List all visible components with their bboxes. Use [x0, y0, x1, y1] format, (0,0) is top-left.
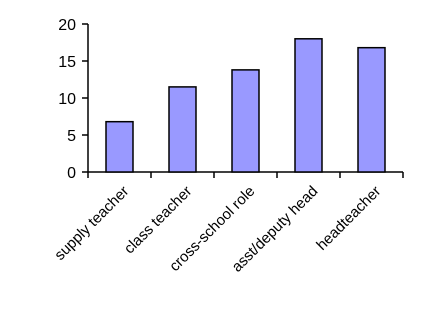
bar	[231, 69, 260, 173]
x-category-label: headteacher	[313, 183, 384, 254]
x-category-label: supply teacher	[51, 183, 132, 264]
y-tick-label: 0	[67, 165, 76, 182]
y-tick-label: 20	[58, 17, 76, 34]
bar	[294, 38, 323, 173]
y-tick-label: 15	[58, 54, 76, 71]
y-tick-label: 5	[67, 128, 76, 145]
bar	[357, 46, 386, 173]
bar	[105, 120, 134, 173]
bar	[168, 86, 197, 173]
y-tick-label: 10	[58, 91, 76, 108]
